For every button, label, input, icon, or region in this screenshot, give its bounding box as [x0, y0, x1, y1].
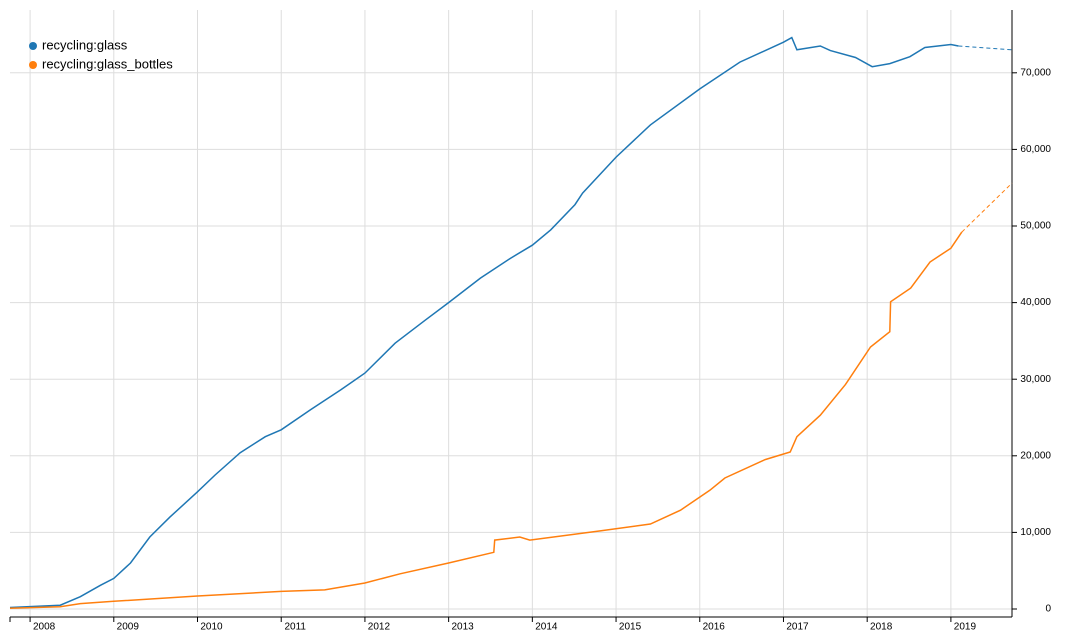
x-tick-label: 2012 — [368, 622, 391, 633]
x-tick-label: 2015 — [619, 622, 642, 633]
forecast-line — [961, 182, 1013, 233]
y-tick-label: 60,000 — [1020, 144, 1051, 155]
y-tick-label: 30,000 — [1020, 374, 1051, 385]
x-tick-label: 2008 — [33, 622, 56, 633]
x-tick-label: 2010 — [200, 622, 223, 633]
x-tick-label: 2019 — [954, 622, 977, 633]
y-tick-label: 50,000 — [1020, 221, 1051, 232]
line — [9, 231, 963, 609]
x-tick-label: 2016 — [703, 622, 726, 633]
y-tick-label: 0 — [1045, 604, 1051, 615]
x-tick-label: 2014 — [535, 622, 558, 633]
y-tick-label: 70,000 — [1020, 67, 1051, 78]
legend-marker — [29, 42, 37, 50]
legend-marker — [29, 61, 37, 69]
legend-label: recycling:glass_bottles — [42, 56, 173, 71]
line — [9, 36, 959, 609]
forecast-line — [958, 45, 1013, 51]
x-tick-label: 2017 — [786, 622, 809, 633]
x-tick-label: 2018 — [870, 622, 893, 633]
y-tick-label: 10,000 — [1020, 527, 1051, 538]
x-tick-label: 2009 — [117, 622, 140, 633]
legend-label: recycling:glass — [42, 37, 128, 52]
x-tick-label: 2011 — [284, 622, 306, 633]
y-tick-label: 20,000 — [1020, 450, 1051, 461]
x-tick-label: 2013 — [452, 622, 475, 633]
y-tick-label: 40,000 — [1020, 297, 1051, 308]
